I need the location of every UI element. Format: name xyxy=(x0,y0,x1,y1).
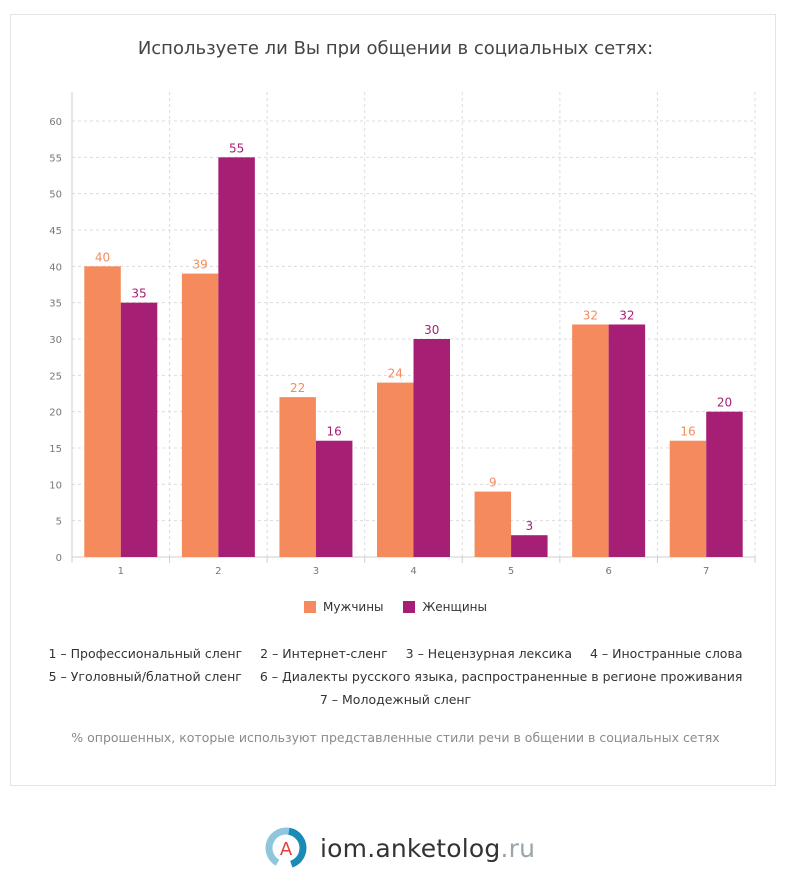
data-label: 16 xyxy=(680,425,695,439)
legend-item-men[interactable]: Мужчины xyxy=(304,600,384,614)
y-tick-label: 5 xyxy=(56,517,62,528)
y-tick-label: 0 xyxy=(56,553,62,564)
y-tick-label: 60 xyxy=(49,117,62,128)
data-label: 35 xyxy=(131,287,146,301)
source-note: % опрошенных, которые используют предста… xyxy=(71,730,720,745)
legend-swatch-men xyxy=(304,601,317,613)
data-label: 20 xyxy=(717,396,732,410)
bar xyxy=(511,535,548,557)
legend-swatch-women xyxy=(403,601,416,613)
y-tick-label: 55 xyxy=(49,153,62,164)
data-label: 30 xyxy=(424,323,439,337)
logo-letter: A xyxy=(280,839,293,860)
notes-line-3: 7 – Молодежный сленг xyxy=(0,688,791,711)
note-3: 3 – Нецензурная лексика xyxy=(405,646,573,661)
bar xyxy=(120,302,158,557)
legend: Мужчины Женщины xyxy=(0,600,791,616)
x-tick-label: 1 xyxy=(118,566,124,577)
note-6: 6 – Диалекты русского языка, распростран… xyxy=(259,669,743,684)
data-label: 32 xyxy=(583,308,598,322)
bar xyxy=(181,273,219,557)
bar xyxy=(218,157,255,558)
y-tick-label: 50 xyxy=(49,190,62,201)
y-tick-label: 20 xyxy=(49,408,62,419)
x-tick-label: 4 xyxy=(410,566,416,577)
note-2: 2 – Интернет-сленг xyxy=(260,646,388,661)
note-5: 5 – Уголовный/блатной сленг xyxy=(48,669,242,684)
brand-logo[interactable]: A iom.anketolog.ru xyxy=(264,826,535,870)
data-label: 55 xyxy=(229,141,244,155)
data-label: 3 xyxy=(526,519,534,533)
legend-label-women: Женщины xyxy=(422,600,487,614)
note-4: 4 – Иностранные слова xyxy=(590,646,743,661)
category-notes: 1 – Профессиональный сленг 2 – Интернет-… xyxy=(0,642,791,711)
y-tick-label: 30 xyxy=(49,335,62,346)
anketolog-logo-icon: A xyxy=(265,827,307,869)
bar xyxy=(572,324,609,557)
x-tick-label: 3 xyxy=(313,566,319,577)
bar xyxy=(474,491,512,557)
bar xyxy=(377,382,414,557)
y-tick-label: 40 xyxy=(49,262,62,273)
bar xyxy=(279,397,316,557)
data-label: 24 xyxy=(388,367,403,381)
bar xyxy=(608,324,646,557)
legend-item-women[interactable]: Женщины xyxy=(403,600,487,614)
x-tick-label: 5 xyxy=(508,566,514,577)
y-tick-label: 45 xyxy=(49,226,62,237)
y-tick-label: 10 xyxy=(49,480,62,491)
y-tick-label: 25 xyxy=(49,371,62,382)
bar xyxy=(669,440,707,557)
data-label: 22 xyxy=(290,381,305,395)
brand-domain: iom.anketolog xyxy=(320,833,501,863)
note-7: 7 – Молодежный сленг xyxy=(319,692,472,707)
data-label: 39 xyxy=(192,258,207,272)
bar-chart: 0510152025303540455055604035139552221632… xyxy=(49,92,756,577)
data-label: 16 xyxy=(327,425,342,439)
x-tick-label: 2 xyxy=(215,566,221,577)
brand-tld: .ru xyxy=(500,833,536,863)
y-tick-label: 15 xyxy=(49,444,62,455)
brand-name: iom.anketolog.ru xyxy=(320,834,535,863)
data-label: 32 xyxy=(619,308,634,322)
x-tick-label: 6 xyxy=(605,566,611,577)
note-1: 1 – Профессиональный сленг xyxy=(48,646,243,661)
bar xyxy=(413,339,450,557)
notes-line-2: 5 – Уголовный/блатной сленг 6 – Диалекты… xyxy=(0,665,791,688)
data-label: 9 xyxy=(489,476,497,490)
legend-label-men: Мужчины xyxy=(323,600,384,614)
notes-line-1: 1 – Профессиональный сленг 2 – Интернет-… xyxy=(0,642,791,665)
bar xyxy=(84,266,121,557)
data-label: 40 xyxy=(95,250,110,264)
bar xyxy=(315,440,353,557)
y-tick-label: 35 xyxy=(49,299,62,310)
chart-title: Используете ли Вы при общении в социальн… xyxy=(137,38,654,59)
bar xyxy=(706,411,743,557)
x-tick-label: 7 xyxy=(703,566,709,577)
